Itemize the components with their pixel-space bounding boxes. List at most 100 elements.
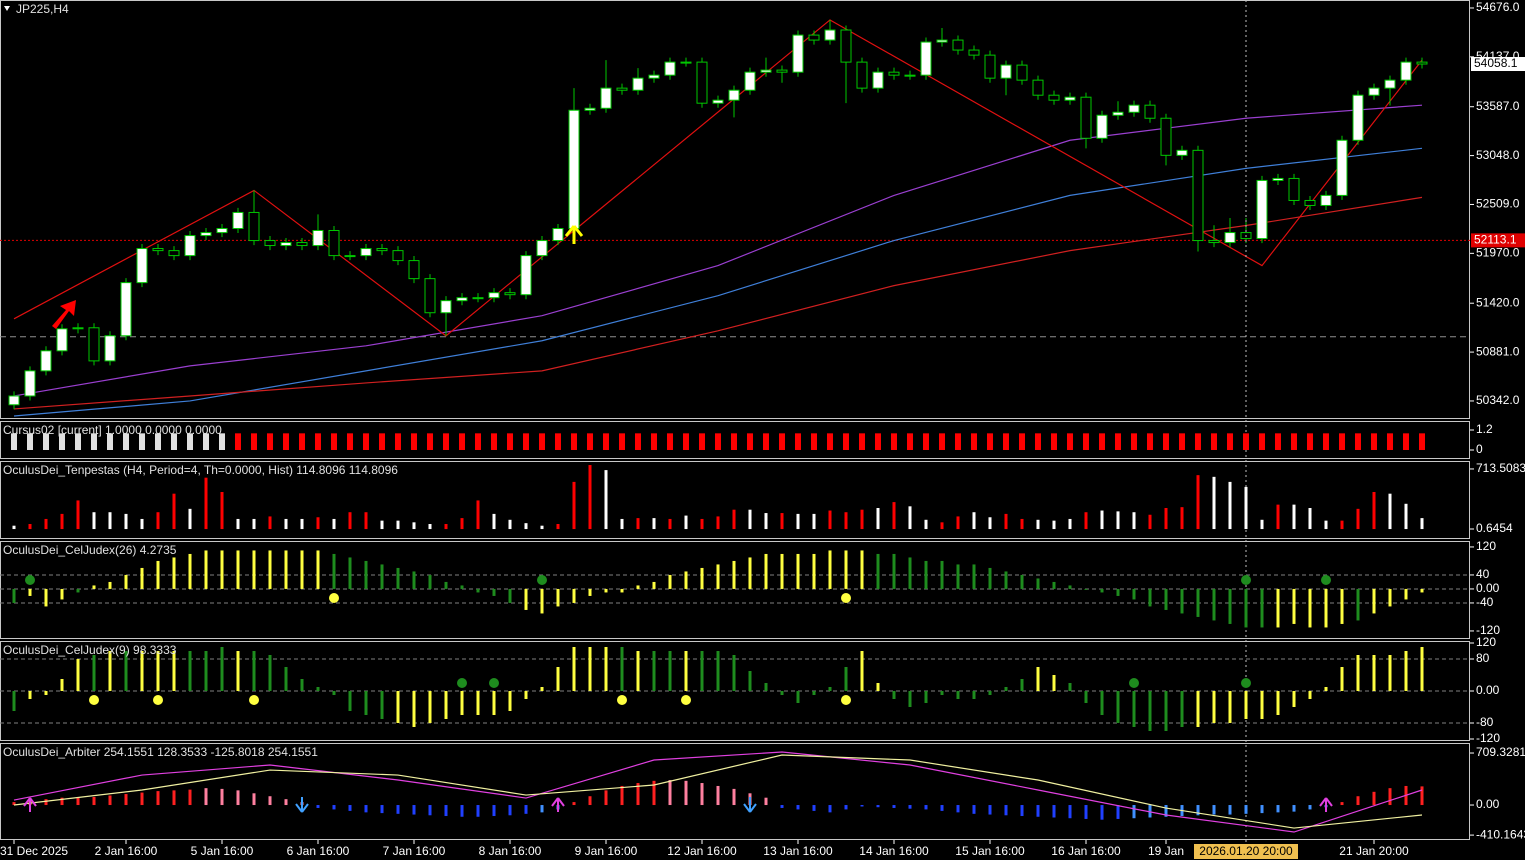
histogram-bar <box>556 588 560 607</box>
histogram-bar <box>1212 805 1216 815</box>
x-tick-label: 21 Jan 20:00 <box>1339 844 1409 858</box>
histogram-bar <box>252 651 256 691</box>
histogram-bar <box>540 525 544 530</box>
histogram-bar <box>1356 796 1360 806</box>
histogram-bar <box>588 465 592 530</box>
histogram-bar <box>1420 786 1424 806</box>
histogram-bar <box>412 805 416 815</box>
symbol-menu-icon[interactable] <box>4 6 10 11</box>
histogram-bar <box>779 433 785 450</box>
pane-title: JP225,H4 <box>16 2 69 16</box>
histogram-bar <box>43 433 49 450</box>
histogram-bar <box>140 651 144 691</box>
histogram-bar <box>620 785 624 806</box>
histogram-bar <box>731 433 737 450</box>
histogram-bar <box>780 805 784 808</box>
histogram-bar <box>1068 585 1072 589</box>
histogram-bar <box>684 515 688 530</box>
histogram-bar <box>316 805 320 808</box>
histogram-bar <box>1132 512 1136 530</box>
histogram-bar <box>988 517 992 530</box>
histogram-bar <box>428 574 432 589</box>
histogram-bar <box>220 491 224 530</box>
histogram-bar <box>604 470 608 530</box>
histogram-bar <box>1100 691 1104 715</box>
histogram-bar <box>108 512 112 530</box>
histogram-bar <box>988 805 992 815</box>
histogram-bar <box>940 560 944 589</box>
histogram-bar <box>364 691 368 715</box>
histogram-bar <box>812 553 816 589</box>
histogram-bar <box>684 651 688 691</box>
histogram-bar <box>923 433 929 450</box>
histogram-bar <box>1020 574 1024 589</box>
candle-body <box>1064 96 1076 101</box>
histogram-bar <box>668 651 672 691</box>
histogram-bar <box>924 805 928 810</box>
histogram-bar <box>716 564 720 589</box>
histogram-bar <box>1388 655 1392 691</box>
histogram-bar <box>1308 805 1312 810</box>
histogram-bar <box>443 433 449 450</box>
candle-body <box>1032 79 1044 96</box>
indicator-line <box>13 19 1423 337</box>
candle-body <box>1288 177 1300 201</box>
histogram-bar <box>1132 691 1136 727</box>
main-frame <box>0 0 1470 419</box>
candle-body <box>520 255 532 296</box>
histogram-bar <box>1211 433 1217 450</box>
histogram-bar <box>732 788 736 806</box>
candle-body <box>1000 64 1012 79</box>
histogram-bar <box>539 433 545 450</box>
y-tick-label: 709.3281 <box>1476 745 1525 759</box>
y-tick-label: 40 <box>1476 567 1490 581</box>
histogram-bar <box>108 651 112 691</box>
histogram-bar <box>1004 571 1008 589</box>
histogram-bar <box>412 522 416 530</box>
histogram-bar <box>1131 433 1137 450</box>
candle-body <box>1384 79 1396 89</box>
histogram-bar <box>684 780 688 806</box>
histogram-bar <box>172 493 176 530</box>
histogram-bar <box>1260 805 1264 814</box>
histogram-bar <box>652 518 656 530</box>
histogram-bar <box>92 655 96 691</box>
histogram-bar <box>1292 805 1296 812</box>
candle-body <box>1144 104 1156 119</box>
histogram-bar <box>1148 691 1152 731</box>
x-tick-label: 8 Jan 16:00 <box>479 844 542 858</box>
arbiter-up-arrow <box>1319 797 1333 812</box>
histogram-bar <box>91 433 97 450</box>
histogram-bar <box>156 560 160 589</box>
candle-body <box>120 282 132 337</box>
histogram-bar <box>555 433 561 450</box>
histogram-bar <box>60 679 64 691</box>
candle-body <box>936 39 948 43</box>
histogram-bar <box>1004 687 1008 691</box>
histogram-bar <box>140 567 144 589</box>
x-tick-label: 7 Jan 16:00 <box>383 844 446 858</box>
y-tick-label: 713.5083 <box>1476 461 1525 475</box>
histogram-bar <box>12 691 16 711</box>
histogram-bar <box>876 553 880 589</box>
histogram-bar <box>1372 791 1376 806</box>
histogram-bar <box>508 519 512 530</box>
histogram-bar <box>1340 667 1344 691</box>
histogram-bar <box>364 512 368 530</box>
candle-body <box>968 49 980 56</box>
histogram-bar <box>252 550 256 589</box>
histogram-bar <box>508 805 512 816</box>
histogram-bar <box>1036 519 1040 530</box>
signal-dot <box>617 695 627 705</box>
histogram-bar <box>556 667 560 691</box>
histogram-bar <box>475 433 481 450</box>
candle-body <box>24 370 36 397</box>
histogram-bar <box>1004 805 1008 816</box>
histogram-bar <box>1212 476 1216 530</box>
histogram-bar <box>1308 508 1312 530</box>
histogram-bar <box>124 513 128 530</box>
histogram-bar <box>140 792 144 806</box>
histogram-bar <box>220 788 224 806</box>
histogram-bar <box>1084 588 1088 590</box>
